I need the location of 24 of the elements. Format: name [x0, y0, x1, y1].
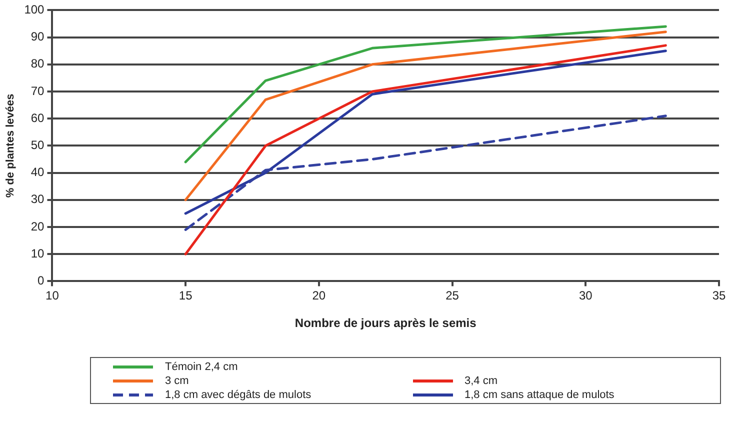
legend-label: 1,8 cm sans attaque de mulots — [464, 389, 614, 401]
y-tick-label: 90 — [30, 30, 45, 44]
y-tick-label: 0 — [38, 274, 45, 288]
legend-label: 3 cm — [165, 375, 189, 387]
x-tick-label: 15 — [178, 288, 193, 303]
legend-label: Témoin 2,4 cm — [165, 361, 238, 373]
y-tick-label: 70 — [30, 84, 45, 98]
legend-label: 3,4 cm — [464, 375, 498, 387]
y-tick-label: 10 — [30, 246, 45, 260]
y-tick-label: 40 — [30, 165, 45, 180]
y-tick-label: 30 — [30, 192, 45, 206]
x-tick-label: 10 — [46, 288, 60, 303]
x-tick-label: 25 — [446, 288, 460, 303]
y-tick-label: 60 — [30, 110, 45, 125]
legend-label: 1,8 cm avec dégâts de mulots — [165, 389, 312, 401]
y-tick-label: 80 — [30, 56, 45, 71]
x-tick-label: 20 — [312, 288, 326, 303]
x-tick-label: 35 — [712, 288, 726, 303]
x-axis-title: Nombre de jours après le semis — [294, 316, 477, 330]
x-tick-label: 30 — [578, 288, 593, 303]
y-tick-label: 50 — [30, 138, 45, 152]
y-axis-title: % de plantes levées — [4, 94, 17, 198]
y-tick-label: 20 — [30, 219, 45, 234]
y-tick-label: 100 — [24, 2, 45, 17]
